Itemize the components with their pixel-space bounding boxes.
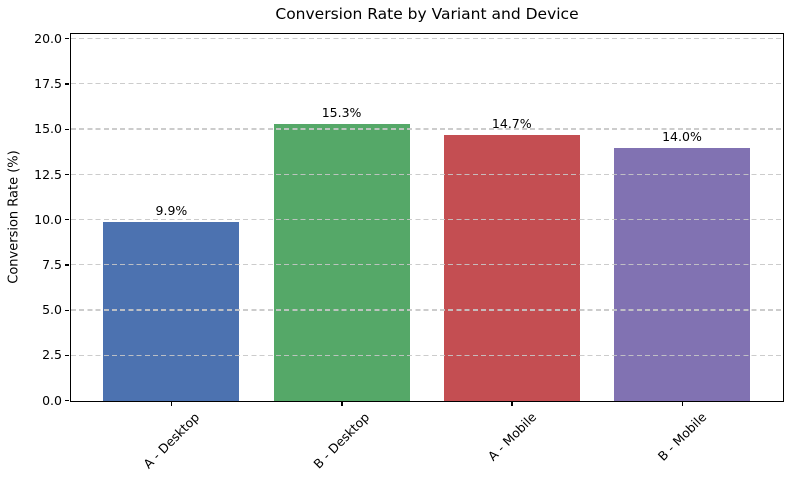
y-tick-mark bbox=[65, 128, 69, 130]
x-tick-mark bbox=[341, 402, 343, 406]
y-tick-label: 2.5 bbox=[42, 347, 62, 363]
y-tick-label: 5.0 bbox=[42, 302, 62, 318]
x-tick-mark bbox=[511, 402, 513, 406]
bar-value-label: 14.7% bbox=[491, 116, 532, 132]
gridline bbox=[71, 173, 783, 175]
bar-value-label: 14.0% bbox=[662, 128, 702, 144]
y-tick-mark bbox=[65, 38, 69, 40]
y-tick-label: 20.0 bbox=[34, 30, 62, 46]
y-tick-label: 7.5 bbox=[42, 256, 62, 272]
y-tick-mark bbox=[65, 173, 69, 176]
x-tick-label: B - Desktop bbox=[310, 409, 373, 472]
gridline bbox=[71, 37, 783, 40]
gridline bbox=[71, 83, 783, 85]
bar-value-label: 9.9% bbox=[155, 202, 188, 218]
x-tick-mark bbox=[171, 402, 173, 406]
y-tick-mark bbox=[65, 400, 69, 402]
bar bbox=[103, 221, 240, 401]
x-tick-label: A - Desktop bbox=[140, 409, 203, 472]
plot-area: 9.9% 15.3% 14.7% 14.0% bbox=[70, 33, 784, 402]
y-tick-label: 15.0 bbox=[34, 121, 62, 137]
y-tick-label: 10.0 bbox=[34, 211, 62, 227]
y-tick-mark bbox=[65, 264, 69, 266]
bar-slot: 14.7% bbox=[443, 34, 580, 401]
bar bbox=[443, 135, 580, 401]
bar-slot: 15.3% bbox=[273, 34, 410, 401]
gridline bbox=[71, 264, 783, 266]
bar bbox=[273, 124, 410, 401]
gridline bbox=[71, 354, 783, 356]
x-tick-label: A - Mobile bbox=[484, 408, 540, 464]
bar-value-label: 15.3% bbox=[321, 105, 362, 121]
y-tick-mark bbox=[65, 83, 69, 85]
y-tick-mark bbox=[65, 354, 69, 357]
y-tick-mark bbox=[65, 309, 69, 311]
chart-title: Conversion Rate by Variant and Device bbox=[275, 5, 579, 23]
gridline bbox=[71, 128, 783, 130]
bar-slot: 14.0% bbox=[613, 34, 751, 401]
gridline bbox=[71, 218, 783, 221]
gridline bbox=[71, 309, 783, 311]
x-tick-mark bbox=[681, 402, 683, 406]
y-tick-mark bbox=[65, 219, 69, 221]
y-tick-label: 0.0 bbox=[42, 392, 62, 408]
y-tick-label: 12.5 bbox=[34, 166, 62, 182]
bar-slot: 9.9% bbox=[103, 34, 240, 401]
bar bbox=[613, 147, 751, 401]
x-tick-label: B - Mobile bbox=[655, 408, 710, 464]
y-tick-label: 17.5 bbox=[34, 76, 62, 92]
